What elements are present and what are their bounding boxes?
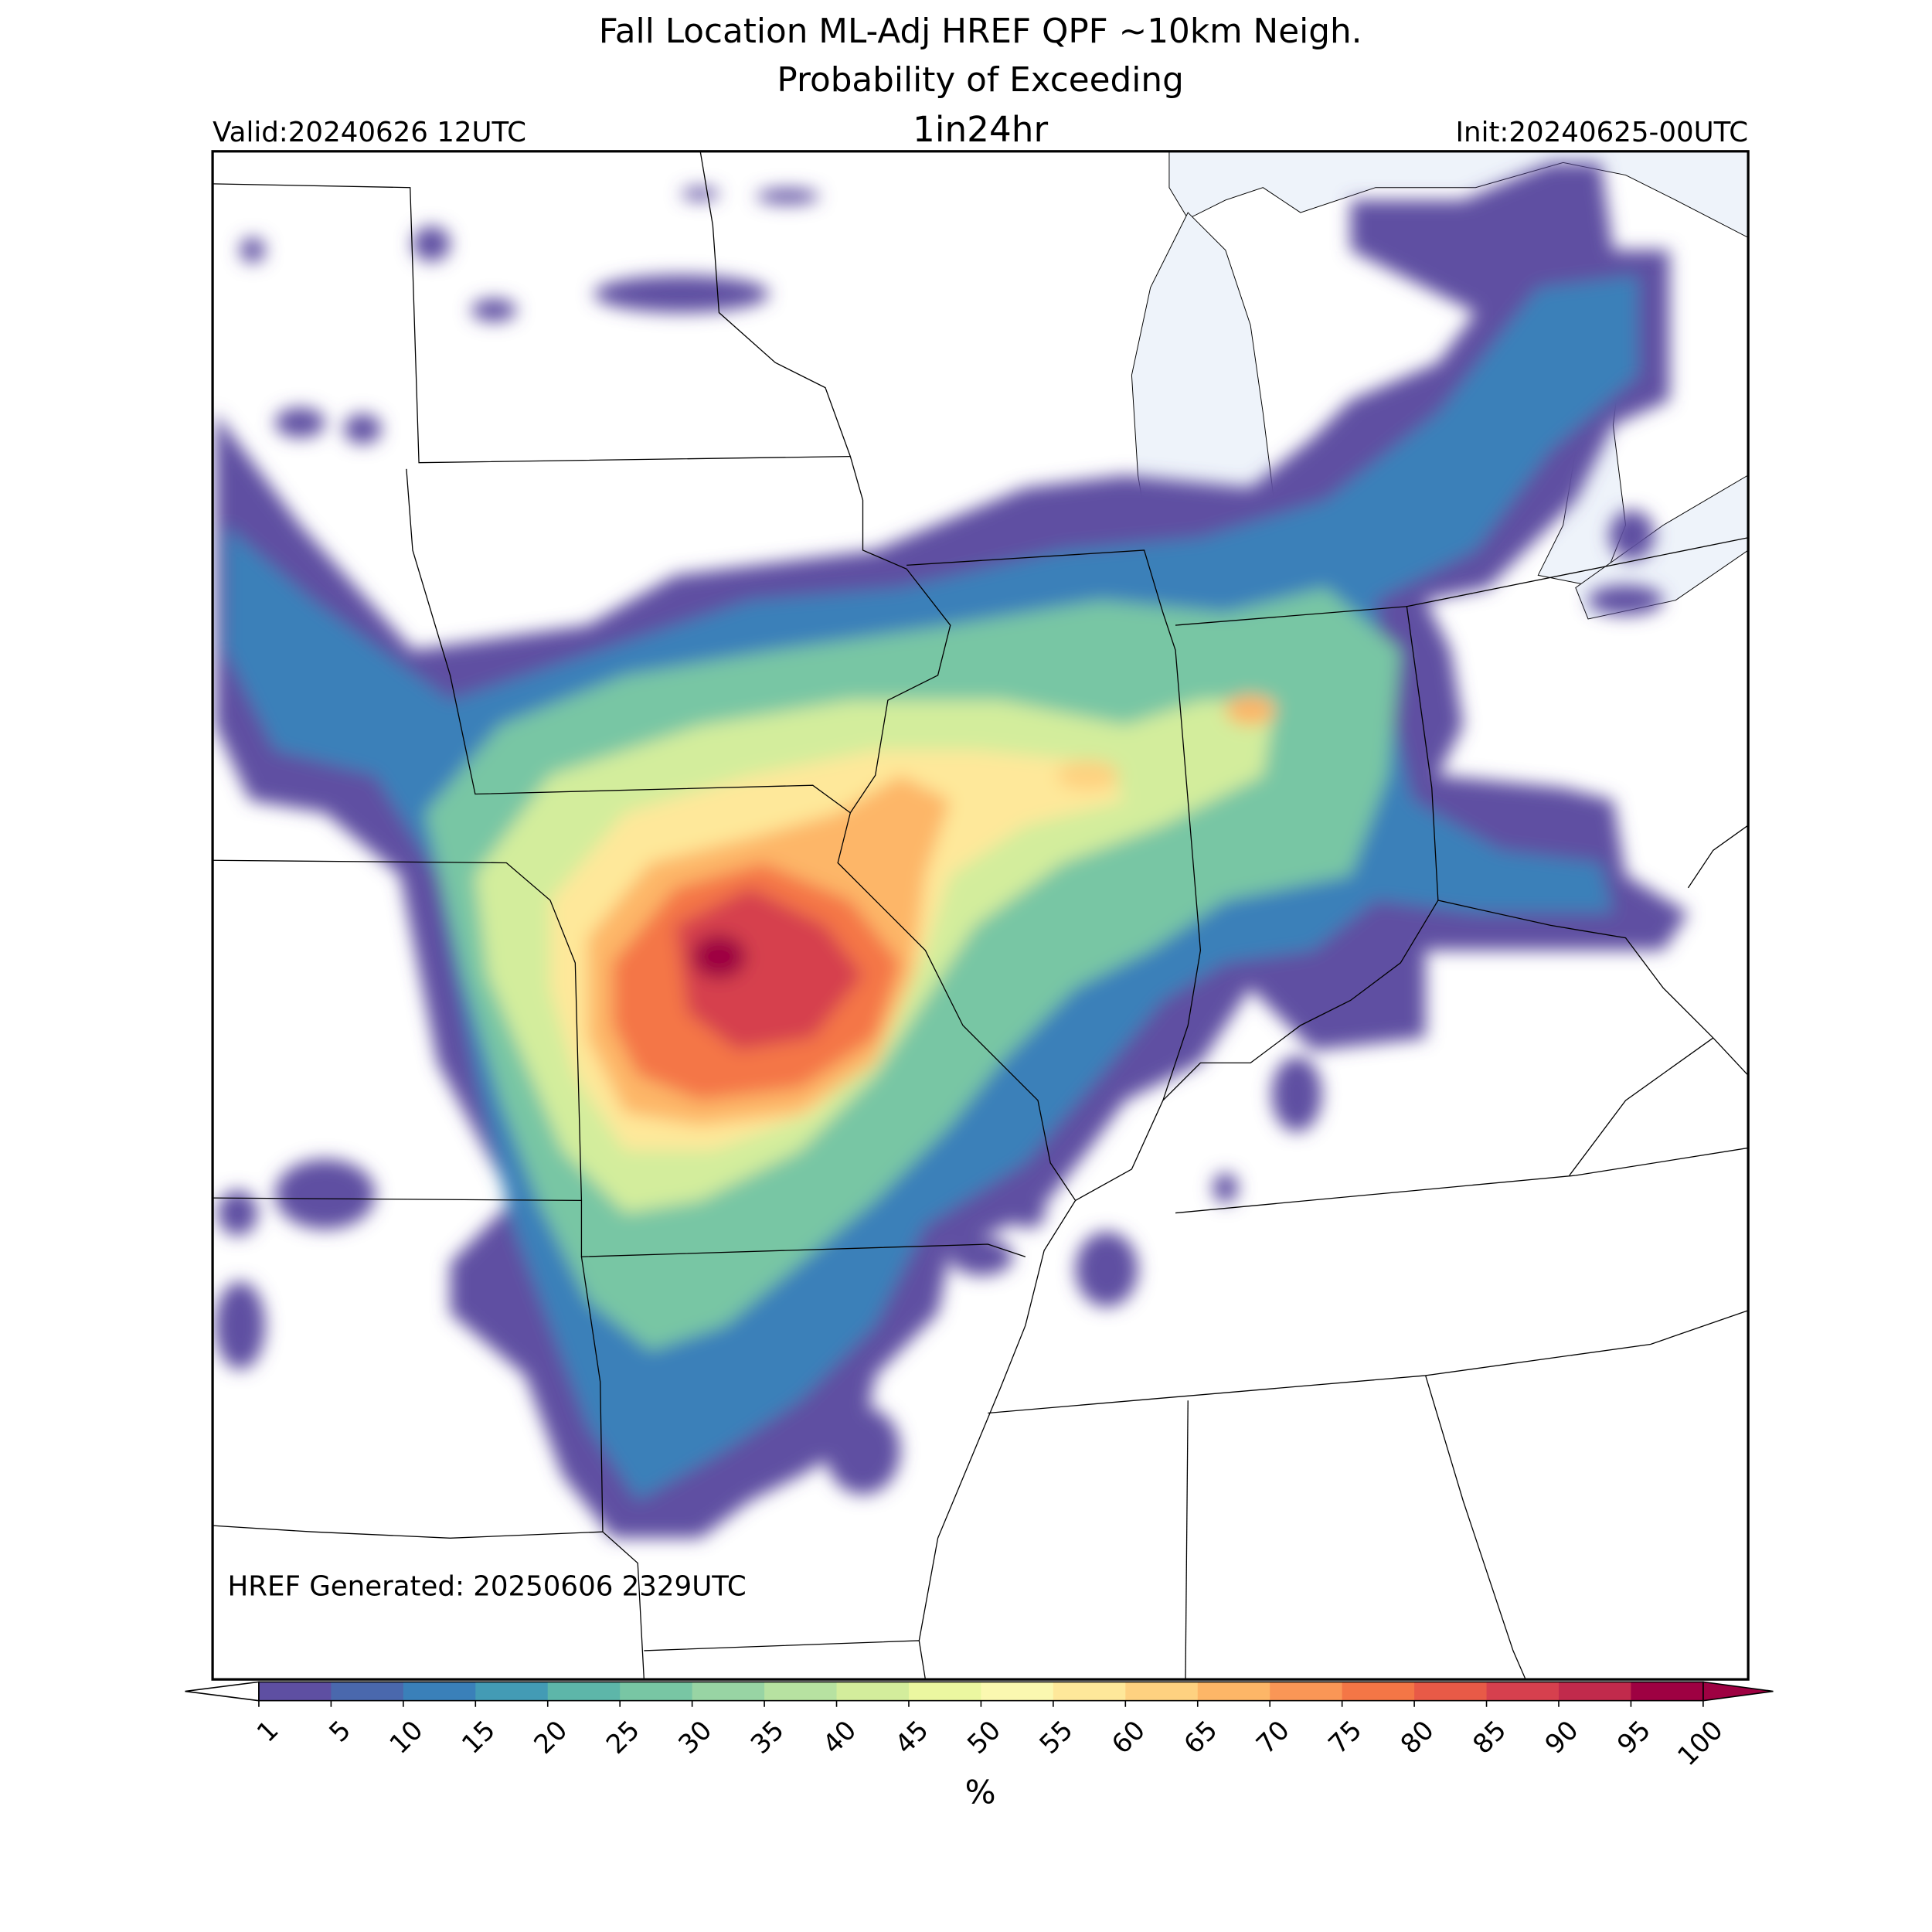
probability-area xyxy=(274,1159,376,1230)
colorbar-tick-label: 100 xyxy=(1672,1715,1729,1772)
colorbar-tick-label: 40 xyxy=(817,1715,862,1760)
colorbar-segment xyxy=(1270,1682,1343,1701)
probability-area xyxy=(1010,1198,1046,1228)
probability-area xyxy=(681,187,719,200)
colorbar-tick-label: 75 xyxy=(1322,1715,1368,1760)
colorbar-segment xyxy=(1125,1682,1199,1701)
colorbar-segment xyxy=(258,1682,332,1701)
probability-area xyxy=(1213,1172,1238,1203)
colorbar-segment xyxy=(1197,1682,1271,1701)
init-time: Init:20240625-00UTC xyxy=(1456,117,1749,148)
colorbar-tick-label: 30 xyxy=(672,1715,718,1760)
colorbar-segment xyxy=(547,1682,621,1701)
map-frame xyxy=(211,150,1750,1681)
probability-area xyxy=(343,413,382,444)
generated-time: HREF Generated: 20250606 2329UTC xyxy=(227,1571,746,1603)
colorbar-segment xyxy=(908,1682,982,1701)
subtitle: Probability of Exceeding xyxy=(777,60,1183,100)
colorbar-segment xyxy=(1414,1682,1488,1701)
lake-erie xyxy=(1575,474,1749,620)
colorbar-tick-label: 15 xyxy=(456,1715,502,1760)
colorbar-tick-label: 50 xyxy=(961,1715,1007,1760)
probability-area xyxy=(756,189,819,204)
map xyxy=(213,151,1749,1680)
colorbar-tick-label: 65 xyxy=(1179,1715,1224,1760)
probability-area xyxy=(1075,1231,1138,1307)
colorbar-segment xyxy=(1342,1682,1415,1701)
colorbar-tick-label: 45 xyxy=(889,1715,935,1760)
probability-area xyxy=(1056,760,1120,791)
colorbar-tick-label: 5 xyxy=(323,1715,357,1749)
colorbar-tick-label: 70 xyxy=(1250,1715,1296,1760)
colorbar-tick-label: 25 xyxy=(600,1715,646,1760)
colorbar: 1 5 10 15 20 25 30 35 40 45 50 55 60 65 70 75 80 85 90 95 10… xyxy=(185,1681,1774,1772)
threshold: 1in24hr xyxy=(913,109,1048,150)
probability-area xyxy=(240,237,266,263)
colorbar-segment xyxy=(836,1682,910,1701)
probability-area xyxy=(675,887,863,1051)
colorbar-under xyxy=(185,1681,260,1702)
colorbar-frame xyxy=(258,1681,1704,1702)
colorbar-tick-label: 10 xyxy=(384,1715,430,1760)
colorbar-tick-label: 80 xyxy=(1395,1715,1440,1760)
probability-area xyxy=(215,1281,266,1369)
probability-area xyxy=(274,407,325,438)
colorbar-segment xyxy=(620,1682,693,1701)
colorbar-tick-label: 85 xyxy=(1467,1715,1512,1760)
probability-area xyxy=(471,298,517,321)
colorbar-segment xyxy=(692,1682,765,1701)
probability-area xyxy=(691,934,747,979)
colorbar-segment xyxy=(403,1682,477,1701)
state-borders xyxy=(213,151,1749,1680)
colorbar-tick-label: 90 xyxy=(1539,1715,1585,1760)
colorbar-segment xyxy=(1631,1682,1704,1701)
colorbar-over xyxy=(1702,1681,1774,1702)
colorbar-segment xyxy=(475,1682,549,1701)
lakes xyxy=(1168,151,1749,238)
colorbar-segment xyxy=(1486,1682,1560,1701)
valid-time: Valid:20240626 12UTC xyxy=(213,117,526,148)
colorbar-segment xyxy=(764,1682,838,1701)
probability-area xyxy=(1271,1056,1322,1132)
colorbar-tick-label: 1 xyxy=(251,1715,285,1749)
probability-area xyxy=(825,1406,901,1495)
colorbar-tick-label: 55 xyxy=(1034,1715,1080,1760)
probability-area xyxy=(1609,510,1655,560)
colorbar-tick-label: 60 xyxy=(1106,1715,1151,1760)
colorbar-segment xyxy=(981,1682,1054,1701)
probability-area xyxy=(594,274,770,313)
probability-area xyxy=(217,1190,258,1236)
colorbar-segment xyxy=(331,1682,404,1701)
probability-area xyxy=(1588,585,1664,616)
probability-area xyxy=(950,1237,1013,1276)
probability-area xyxy=(412,226,451,262)
probability-field xyxy=(215,162,1689,1539)
colorbar-tick-label: 95 xyxy=(1611,1715,1657,1760)
colorbar-label: % xyxy=(965,1773,996,1811)
colorbar-tick-label: 35 xyxy=(745,1715,791,1760)
colorbar-segment xyxy=(1558,1682,1632,1701)
colorbar-segment xyxy=(1053,1682,1127,1701)
title: Fall Location ML-Adj HREF QPF ~10km Neig… xyxy=(599,12,1362,51)
colorbar-tick-label: 20 xyxy=(528,1715,573,1760)
probability-area xyxy=(1225,695,1276,726)
